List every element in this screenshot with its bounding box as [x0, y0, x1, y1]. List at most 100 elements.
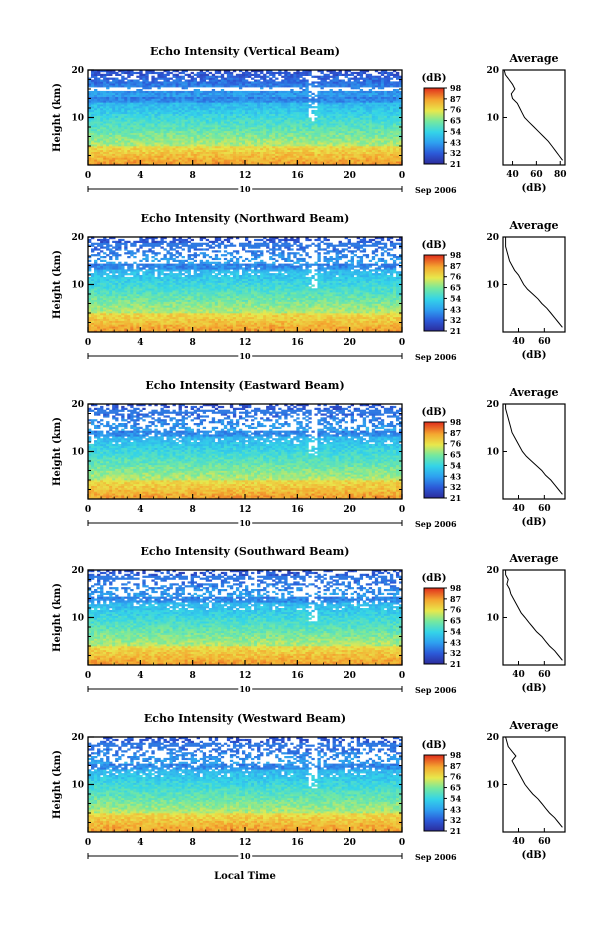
heatmap-cell: [302, 78, 305, 80]
heatmap-cell: [206, 114, 209, 116]
heatmap-cell: [188, 129, 191, 131]
heatmap-cell: [170, 135, 173, 137]
heatmap-cell: [345, 127, 348, 129]
heatmap-cell: [239, 150, 242, 152]
heatmap-cell: [230, 112, 233, 114]
heatmap-cell: [194, 95, 197, 97]
heatmap-cell: [136, 97, 139, 99]
heatmap-cell: [254, 99, 257, 101]
heatmap-cell: [91, 127, 94, 129]
heatmap-cell: [384, 146, 387, 148]
heatmap-cell: [372, 106, 375, 108]
heatmap-cell: [357, 85, 360, 87]
heatmap-cell: [109, 119, 112, 121]
heatmap-cell: [381, 146, 384, 148]
heatmap-cell: [239, 112, 242, 114]
heatmap-cell: [327, 95, 330, 97]
heatmap-cell: [299, 85, 302, 87]
heatmap-cell: [124, 129, 127, 131]
heatmap-cell: [170, 156, 173, 158]
heatmap-cell: [118, 148, 121, 150]
heatmap-cell: [293, 95, 296, 97]
heatmap-cell: [148, 154, 151, 156]
heatmap-cell: [139, 125, 142, 127]
heatmap-cell: [393, 133, 396, 135]
heatmap-cell: [182, 157, 185, 159]
heatmap-cell: [103, 116, 106, 118]
heatmap-cell: [336, 142, 339, 144]
heatmap-cell: [396, 137, 399, 139]
heatmap-cell: [154, 93, 157, 95]
heatmap-cell: [197, 135, 200, 137]
heatmap-cell: [197, 108, 200, 110]
heatmap-cell: [139, 93, 142, 95]
heatmap-cell: [160, 144, 163, 146]
heatmap-cell: [330, 157, 333, 159]
heatmap-cell: [182, 140, 185, 142]
heatmap-cell: [345, 95, 348, 97]
heatmap-cell: [345, 137, 348, 139]
heatmap-cell: [348, 137, 351, 139]
heatmap-cell: [160, 93, 163, 95]
heatmap-cell: [163, 148, 166, 150]
heatmap-cell: [157, 91, 160, 93]
heatmap-cell: [173, 81, 176, 83]
heatmap-cell: [302, 102, 305, 104]
heatmap-cell: [227, 110, 230, 112]
heatmap-cell: [239, 87, 242, 89]
heatmap-cell: [360, 114, 363, 116]
heatmap-cell: [327, 152, 330, 154]
heatmap-cell: [251, 129, 254, 131]
heatmap-cell: [145, 138, 148, 140]
heatmap-cell: [357, 72, 360, 74]
heatmap-cell: [167, 85, 170, 87]
heatmap-cell: [142, 121, 145, 123]
heatmap-cell: [263, 152, 266, 154]
heatmap-cell: [239, 81, 242, 83]
heatmap-cell: [378, 140, 381, 142]
heatmap-cell: [136, 76, 139, 78]
heatmap-cell: [142, 161, 145, 163]
heatmap-cell: [154, 144, 157, 146]
heatmap-cell: [136, 85, 139, 87]
heatmap-cell: [170, 137, 173, 139]
heatmap-cell: [185, 131, 188, 133]
heatmap-cell: [360, 76, 363, 78]
heatmap-cell: [160, 129, 163, 131]
heatmap-cell: [200, 80, 203, 82]
heatmap-cell: [194, 131, 197, 133]
heatmap-cell: [206, 140, 209, 142]
heatmap-cell: [218, 76, 221, 78]
heatmap-cell: [375, 152, 378, 154]
heatmap-cell: [269, 102, 272, 104]
heatmap-cell: [194, 80, 197, 82]
heatmap-cell: [314, 152, 317, 154]
heatmap-cell: [345, 156, 348, 158]
heatmap-cell: [97, 161, 100, 163]
heatmap-cell: [254, 156, 257, 158]
heatmap-cell: [372, 150, 375, 152]
heatmap-cell: [206, 121, 209, 123]
heatmap-cell: [185, 118, 188, 120]
heatmap-cell: [266, 133, 269, 135]
heatmap-cell: [330, 119, 333, 121]
heatmap-cell: [357, 80, 360, 82]
heatmap-cell: [127, 135, 130, 137]
heatmap-cell: [115, 133, 118, 135]
heatmap-cell: [188, 93, 191, 95]
heatmap-cell: [142, 76, 145, 78]
heatmap-cell: [293, 144, 296, 146]
heatmap-cell: [103, 144, 106, 146]
heatmap-cell: [194, 157, 197, 159]
heatmap-cell: [100, 157, 103, 159]
heatmap-cell: [191, 108, 194, 110]
heatmap-cell: [275, 121, 278, 123]
heatmap-cell: [145, 148, 148, 150]
heatmap-cell: [97, 127, 100, 129]
heatmap-cell: [203, 119, 206, 121]
heatmap-cell: [290, 114, 293, 116]
colorbar-tick-label: 65: [450, 116, 461, 126]
heatmap-cell: [351, 137, 354, 139]
heatmap-cell: [263, 110, 266, 112]
heatmap-cell: [148, 72, 151, 74]
